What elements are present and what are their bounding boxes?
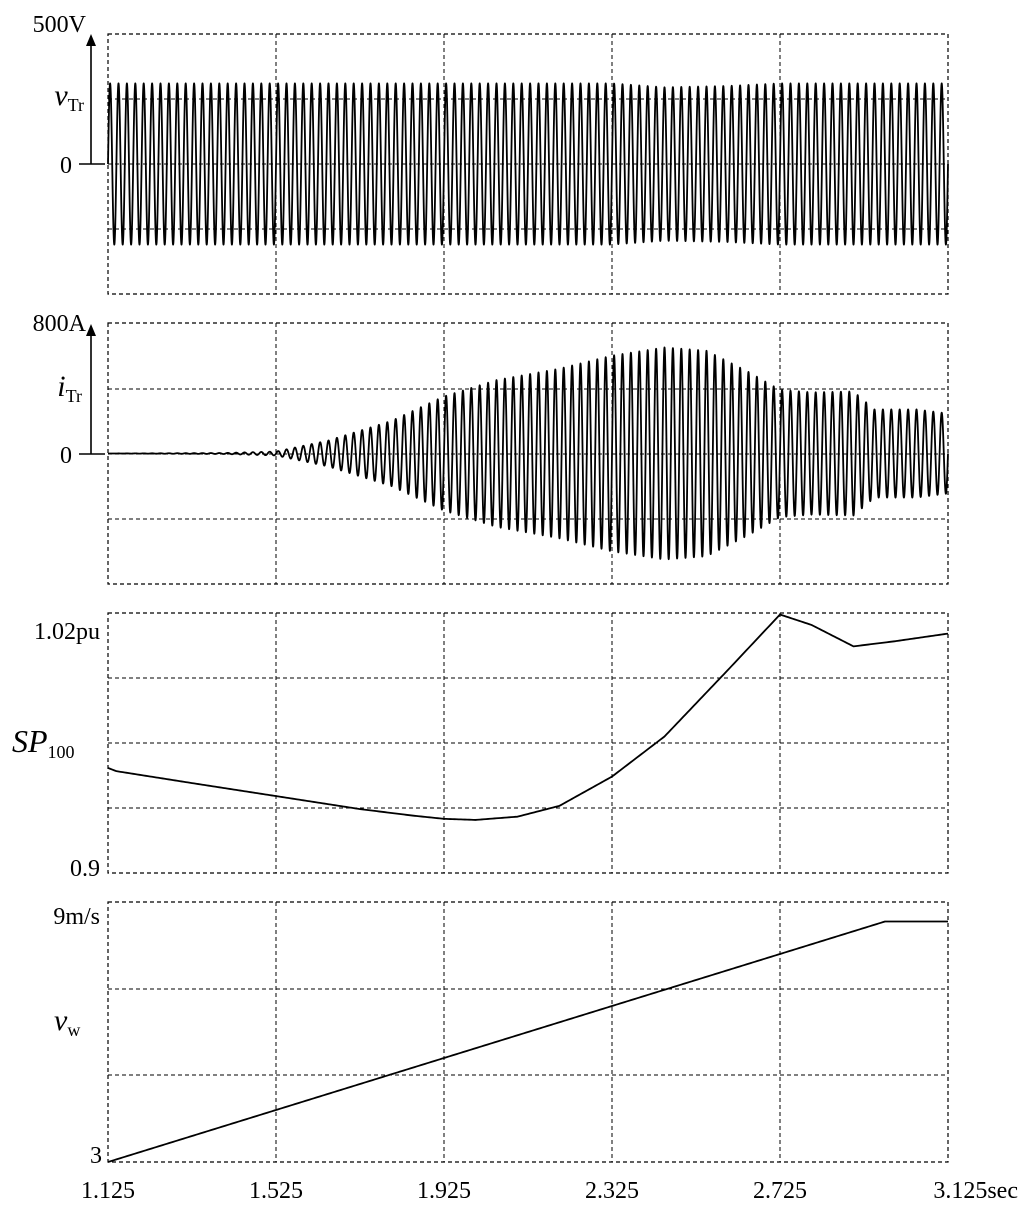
y-axis-label: vw — [54, 1004, 80, 1040]
y-axis-label-sub: w — [67, 1020, 80, 1040]
y-axis-label-sub: Tr — [68, 95, 84, 115]
y-tick-top: 500V — [33, 12, 87, 38]
voltage-panel: 500V 0 vTr — [33, 12, 949, 295]
current-panel: 800A 0 iTr — [33, 311, 949, 585]
y-axis-arrow — [86, 34, 96, 46]
voltage-trace — [107, 82, 949, 246]
y-tick-top: 1.02pu — [34, 619, 100, 645]
y-axis-label-sub: Tr — [66, 386, 82, 406]
x-axis-ticks: 1.125 1.525 1.925 2.325 2.725 3.125sec — [81, 1178, 1018, 1204]
current-trace — [107, 346, 949, 561]
wind-panel-frame — [107, 901, 949, 1163]
y-tick-top: 800A — [33, 311, 87, 337]
y-tick-bottom: 3 — [90, 1143, 102, 1169]
y-axis-label-main: v — [54, 79, 68, 112]
power-trace — [107, 613, 949, 821]
x-tick-label: 2.325 — [585, 1178, 639, 1204]
power-panel: 1.02pu 0.9 SP100 — [12, 612, 949, 882]
wind-panel: 9m/s 3 vw — [53, 901, 949, 1169]
y-axis-label-main: i — [57, 370, 65, 403]
y-tick-top: 9m/s — [53, 904, 100, 930]
y-tick-zero: 0 — [60, 153, 72, 179]
y-axis-label-main: SP — [12, 723, 48, 759]
y-axis-arrow — [86, 324, 96, 336]
y-axis-label: vTr — [54, 79, 84, 115]
y-axis-label-sub: 100 — [48, 742, 75, 762]
y-tick-zero: 0 — [60, 443, 72, 469]
y-axis-label-main: v — [54, 1004, 68, 1037]
y-axis-label: SP100 — [12, 723, 75, 762]
x-tick-label: 1.525 — [249, 1178, 303, 1204]
current-panel-frame — [107, 322, 949, 585]
x-tick-label: 1.925 — [417, 1178, 471, 1204]
x-tick-label: 3.125sec — [933, 1178, 1018, 1204]
y-axis-label: iTr — [57, 370, 82, 406]
wind-speed-trace — [107, 920, 948, 1163]
x-tick-label: 1.125 — [81, 1178, 135, 1204]
x-tick-label: 2.725 — [753, 1178, 807, 1204]
y-tick-bottom: 0.9 — [70, 856, 100, 882]
power-panel-frame — [107, 612, 949, 874]
